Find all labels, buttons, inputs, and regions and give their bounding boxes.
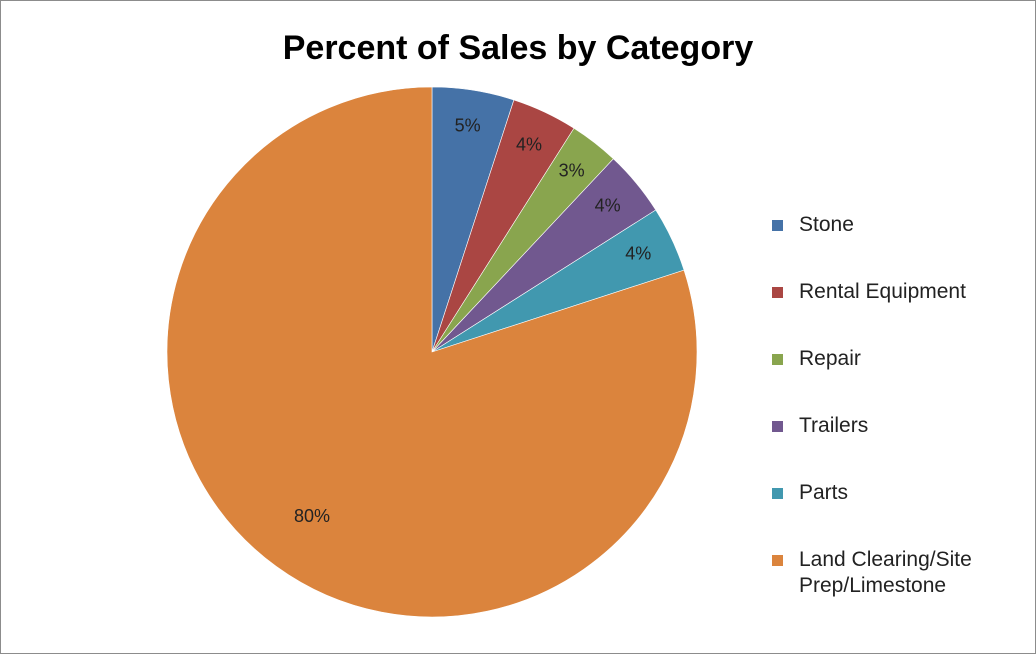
chart-title: Percent of Sales by Category: [282, 29, 754, 67]
legend-label: Parts: [799, 481, 849, 504]
data-label-stone: 5%: [455, 116, 481, 136]
legend-swatch: [772, 488, 783, 499]
legend-swatch: [772, 354, 783, 365]
legend-label: Land Clearing/Site Prep/Limestone: [799, 548, 972, 597]
data-label-parts: 4%: [625, 244, 651, 264]
data-label-trailers: 4%: [595, 195, 621, 215]
legend-swatch: [772, 287, 783, 298]
legend-swatch: [772, 421, 783, 432]
legend-label: Repair: [799, 347, 861, 370]
legend-swatch: [772, 220, 783, 231]
pie-slice-land-clearing: [166, 86, 698, 618]
legend-label: Trailers: [799, 414, 869, 437]
legend-label: Stone: [799, 213, 854, 236]
data-label-rental-equipment: 4%: [516, 135, 542, 155]
data-label-land-clearing: 80%: [294, 506, 330, 526]
data-label-repair: 3%: [559, 161, 585, 181]
legend-swatch: [772, 555, 783, 566]
legend-label: Rental Equipment: [799, 280, 966, 303]
